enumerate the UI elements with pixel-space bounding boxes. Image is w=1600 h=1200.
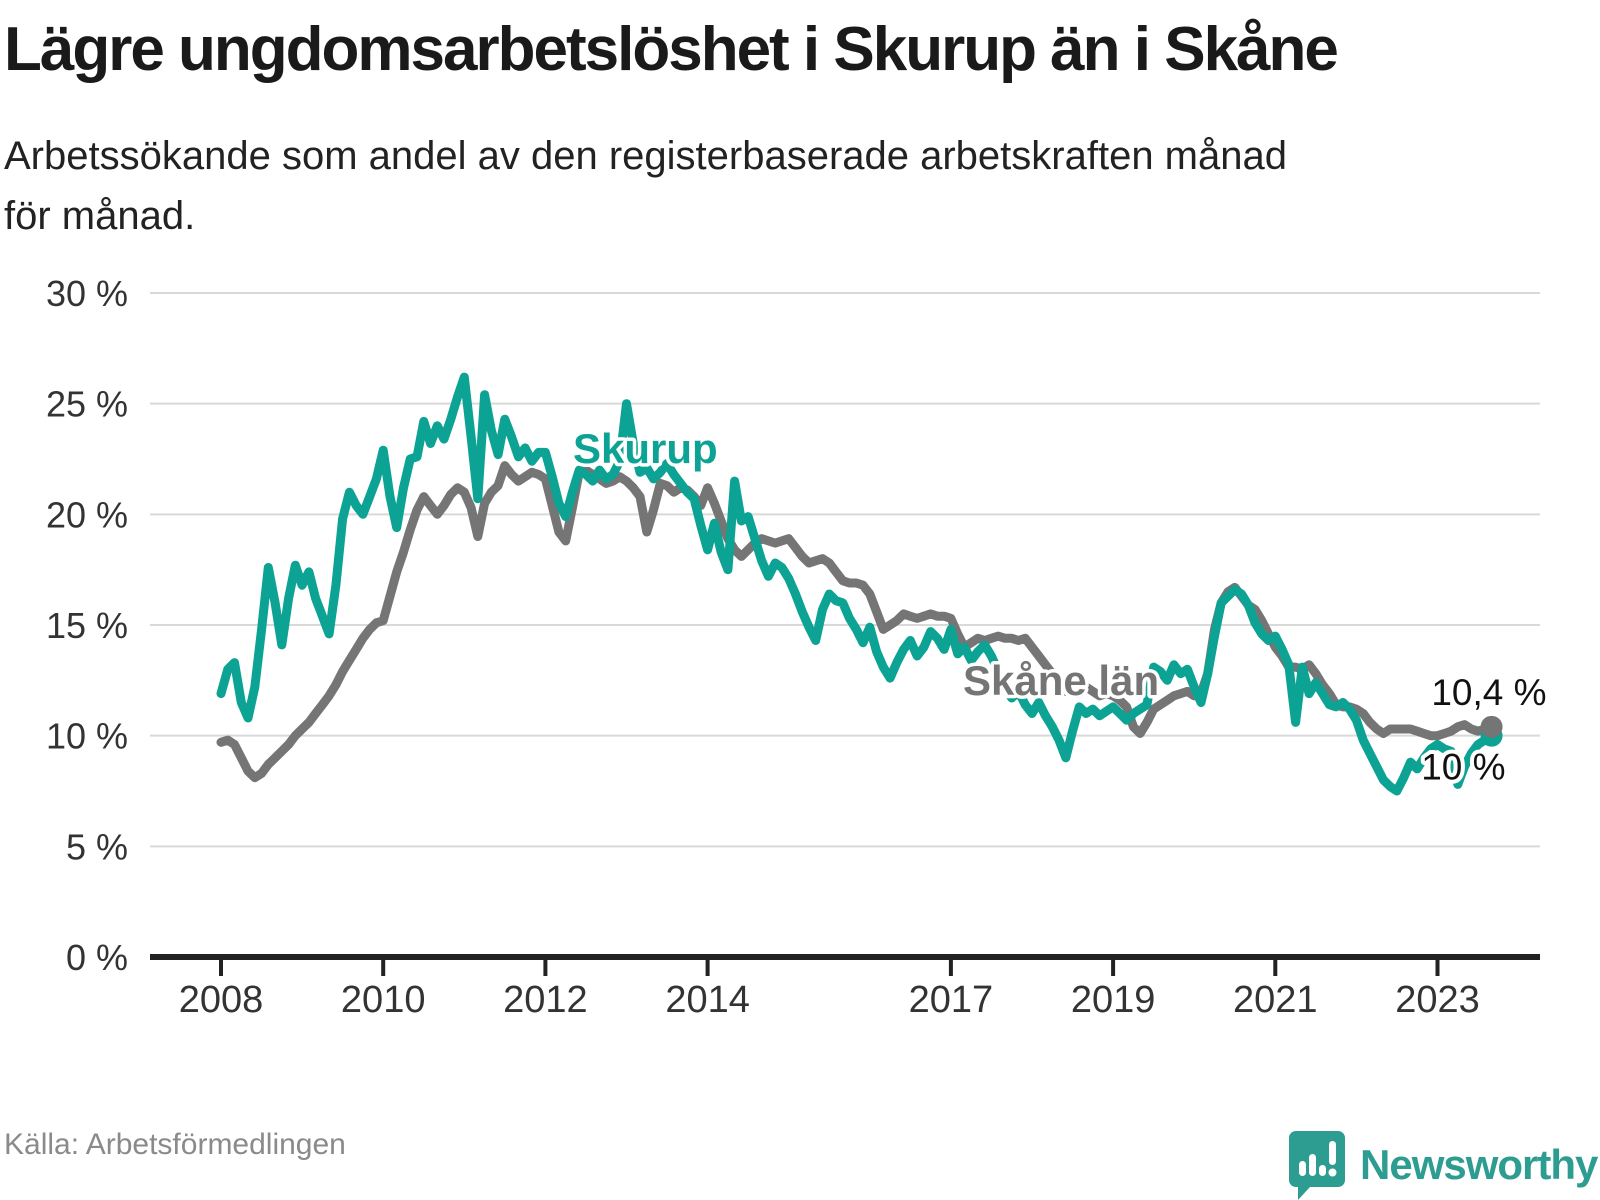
y-axis-tick-label: 0 % xyxy=(66,937,128,978)
newsworthy-logo: Newsworthy xyxy=(1288,1130,1598,1200)
x-axis-tick-label: 2023 xyxy=(1395,979,1480,1021)
chart-subtitle-line2: för månad. xyxy=(4,194,196,238)
series-line-skurup xyxy=(216,372,1497,796)
chart-subtitle: Arbetssökande som andel av den registerb… xyxy=(4,126,1564,246)
y-axis-tick-label: 5 % xyxy=(66,826,128,867)
x-axis-tick-label: 2017 xyxy=(909,979,994,1021)
series-label-sk-ne-l-n: Skåne län xyxy=(963,657,1159,704)
y-axis-tick-label: 20 % xyxy=(46,494,128,535)
x-axis-tick-label: 2012 xyxy=(503,979,588,1021)
x-axis-tick-label: 2008 xyxy=(179,979,264,1021)
end-value-label: 10 % xyxy=(1421,747,1505,788)
source-note: Källa: Arbetsförmedlingen xyxy=(4,1128,346,1161)
end-dot-sk-ne-l-n xyxy=(1480,715,1503,738)
end-value-label: 10,4 % xyxy=(1431,672,1546,713)
newsworthy-logo-text: Newsworthy xyxy=(1360,1141,1598,1188)
y-axis-tick-label: 10 % xyxy=(46,716,128,757)
x-axis-tick-label: 2014 xyxy=(665,979,750,1021)
y-axis-tick-label: 15 % xyxy=(46,605,128,646)
x-axis-tick-label: 2010 xyxy=(341,979,426,1021)
x-axis-tick-label: 2019 xyxy=(1071,979,1156,1021)
chart-title: Lägre ungdomsarbetslöshet i Skurup än i … xyxy=(4,15,1339,84)
x-axis-tick-label: 2021 xyxy=(1233,979,1318,1021)
chart-subtitle-line1: Arbetssökande som andel av den registerb… xyxy=(4,134,1287,178)
newsworthy-logo-icon xyxy=(1289,1131,1345,1200)
y-axis-tick-label: 25 % xyxy=(46,384,128,425)
series-label-skurup: Skurup xyxy=(573,425,718,472)
y-axis-tick-label: 30 % xyxy=(46,273,128,314)
